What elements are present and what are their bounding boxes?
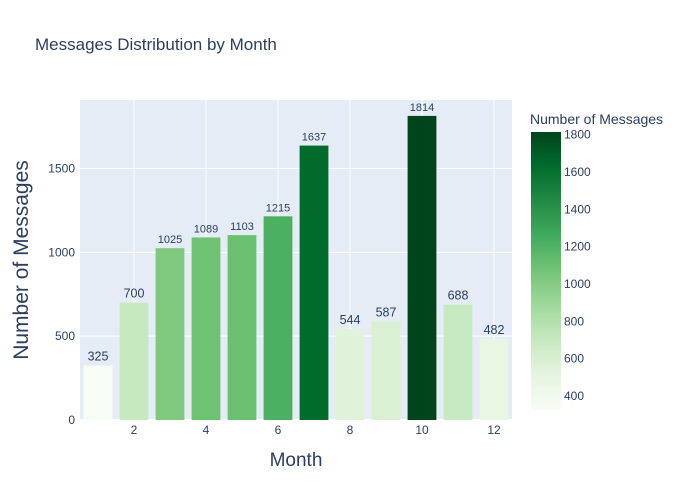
bar-label: 1637	[302, 132, 326, 144]
chart-title: Messages Distribution by Month	[35, 35, 277, 54]
bars	[83, 115, 509, 421]
x-tick-label: 10	[415, 423, 429, 437]
colorbar-tick-label: 1400	[564, 202, 591, 216]
bar[interactable]	[191, 237, 221, 420]
bar[interactable]	[227, 235, 257, 420]
bar-label: 1089	[194, 223, 218, 235]
y-axis-title: Number of Messages	[10, 160, 33, 360]
y-axis-ticks: 0 500 1000 1500	[48, 162, 75, 427]
bar-label: 700	[124, 287, 145, 301]
colorbar-tick-label: 1800	[564, 128, 591, 142]
colorbar-tick-label: 1000	[564, 277, 591, 291]
bar[interactable]	[443, 304, 473, 420]
plot-area	[80, 100, 512, 420]
x-tick-label: 6	[275, 423, 282, 437]
bar[interactable]	[335, 328, 365, 420]
bar[interactable]	[407, 115, 437, 421]
colorbar-tick-label: 600	[564, 352, 584, 366]
x-tick-label: 8	[347, 423, 354, 437]
colorbar-tick-label: 400	[564, 389, 584, 403]
bar[interactable]	[263, 216, 293, 420]
bar-label: 587	[376, 306, 397, 320]
bar-label: 544	[340, 313, 361, 327]
y-tick-label: 1500	[48, 162, 75, 176]
bar[interactable]	[83, 365, 113, 420]
bar[interactable]	[119, 302, 149, 420]
bar[interactable]	[479, 339, 509, 420]
bar-label: 325	[88, 350, 109, 364]
x-axis-ticks: 2 4 6 8 10 12	[131, 423, 501, 437]
x-axis-title: Month	[270, 450, 323, 471]
y-tick-label: 1000	[48, 245, 75, 259]
bar-label: 1103	[230, 221, 254, 233]
y-tick-label: 0	[68, 413, 75, 427]
x-tick-label: 4	[203, 423, 210, 437]
colorbar-tick-label: 1600	[564, 165, 591, 179]
colorbar-tick-label: 1200	[564, 240, 591, 254]
colorbar-title: Number of Messages	[530, 111, 663, 127]
colorbar	[531, 132, 561, 410]
bar-label: 688	[448, 289, 469, 303]
bar-label: 482	[484, 323, 505, 337]
bar-label: 1025	[158, 234, 182, 246]
bar[interactable]	[299, 145, 329, 421]
bar[interactable]	[155, 248, 185, 420]
bar-labels: 325 700 1025 1089 1103 1215 1637 544 587 1814 688 4…	[88, 102, 505, 364]
colorbar-tick-label: 800	[564, 314, 584, 328]
bar-label: 1215	[266, 202, 290, 214]
bar-label: 1814	[410, 102, 434, 114]
x-tick-label: 2	[131, 423, 138, 437]
colorbar-ticks: 400 600 800 1000 1200 1400 1600 1800	[564, 128, 591, 403]
y-tick-label: 500	[55, 329, 75, 343]
bar[interactable]	[371, 321, 401, 420]
x-tick-label: 12	[487, 423, 501, 437]
